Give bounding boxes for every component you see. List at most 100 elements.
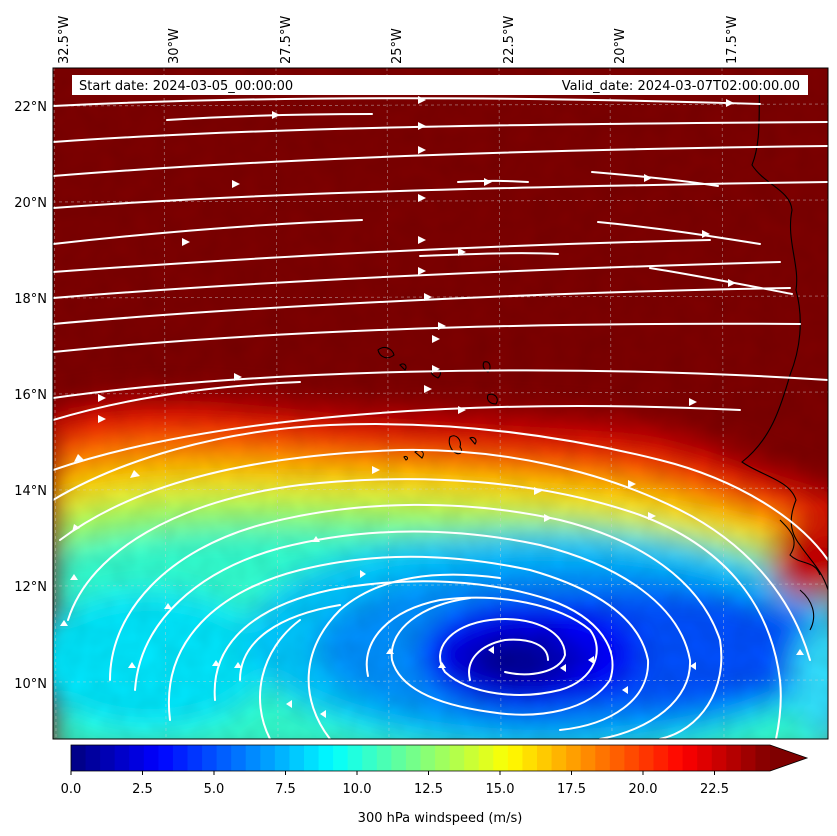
colorbar-tick-label: 2.5 [132, 782, 153, 797]
colorbar-tick-label: 17.5 [557, 782, 586, 797]
lat-label: 12°N [14, 580, 47, 595]
colorbar-tick-label: 15.0 [486, 782, 515, 797]
lat-label: 16°N [14, 388, 47, 403]
colorbar-cell [653, 745, 669, 771]
colorbar-cell [435, 745, 451, 771]
lat-label: 22°N [14, 100, 47, 115]
windspeed-field [53, 68, 828, 739]
colorbar-tick-label: 7.5 [275, 782, 296, 797]
map-panel: Start date: 2024-03-05_00:00:00 Valid_da… [14, 16, 829, 740]
colorbar-cell [522, 745, 538, 771]
lon-label: 20°W [613, 28, 628, 64]
streamline-arrows [60, 96, 804, 718]
colorbar-cell [507, 745, 524, 771]
colorbar-cell [85, 745, 101, 771]
colorbar-cell [202, 745, 218, 771]
colorbar-cell [391, 745, 407, 771]
colorbar-tick: 17.5 [557, 771, 586, 797]
colorbar-tick-label: 10.0 [343, 782, 372, 797]
colorbar-ticks: 0.0 2.5 5.0 7.5 10.0 12.5 15.0 17.5 20.0… [61, 771, 729, 797]
colorbar-cell [143, 745, 159, 771]
colorbar-cell [405, 745, 422, 771]
colorbar-cell [755, 745, 771, 771]
lat-label: 18°N [14, 292, 47, 307]
colorbar-cell [333, 745, 349, 771]
lon-label: 30°W [167, 28, 182, 64]
colorbar-outline [70, 744, 809, 772]
lon-label: 25°W [390, 28, 405, 64]
colorbar-tick: 22.5 [700, 771, 729, 797]
colorbar-cell [260, 745, 276, 771]
colorbar-cell [158, 745, 174, 771]
colorbar-cell [609, 745, 625, 771]
lat-label: 10°N [14, 677, 47, 692]
lat-label: 14°N [14, 484, 47, 499]
colorbar-cell [449, 745, 465, 771]
colorbar-cell [71, 745, 87, 771]
colorbar-cell [347, 745, 363, 771]
colorbar-cell [697, 745, 713, 771]
colorbar-cell [289, 745, 305, 771]
colorbar-cell [726, 745, 742, 771]
colorbar-tick: 0.0 [61, 771, 82, 797]
colorbar-cell [638, 745, 655, 771]
colorbar-cell [464, 745, 480, 771]
colorbar-tick-label: 5.0 [204, 782, 225, 797]
colorbar-cell [318, 745, 334, 771]
colorbar-cell [566, 745, 582, 771]
colorbar: 0.0 2.5 5.0 7.5 10.0 12.5 15.0 17.5 20.0… [61, 744, 809, 826]
streamlines [53, 97, 828, 739]
colorbar-cell [493, 745, 509, 771]
colorbar-cell [740, 745, 757, 771]
colorbar-tick-label: 0.0 [61, 782, 82, 797]
lon-label: 22.5°W [502, 16, 517, 64]
colorbar-cell [420, 745, 436, 771]
colorbar-cell [624, 745, 640, 771]
colorbar-cell [172, 745, 189, 771]
map-frame [52, 67, 829, 740]
colorbar-cell [129, 745, 145, 771]
colorbar-cell [551, 745, 567, 771]
colorbar-cell [595, 745, 611, 771]
colorbar-tick: 5.0 [204, 771, 225, 797]
start-date-label: Start date: 2024-03-05_00:00:00 [79, 79, 293, 94]
colorbar-cell [274, 745, 291, 771]
lon-label: 27.5°W [279, 16, 294, 64]
colorbar-cell [216, 745, 232, 771]
colorbar-tick: 12.5 [414, 771, 443, 797]
colorbar-tick-label: 22.5 [700, 782, 729, 797]
colorbar-cell [478, 745, 494, 771]
colorbar-cell [187, 745, 203, 771]
colorbar-cell [711, 745, 727, 771]
latitude-labels: 22°N 20°N 18°N 16°N 14°N 12°N 10°N [14, 100, 47, 692]
longitude-labels: 32.5°W 30°W 27.5°W 25°W 22.5°W 20°W 17.5… [57, 16, 740, 64]
colorbar-cell [100, 745, 116, 771]
colorbar-cells [71, 745, 807, 771]
colorbar-tick-label: 20.0 [629, 782, 658, 797]
colorbar-tick-label: 12.5 [414, 782, 443, 797]
colorbar-cell [245, 745, 261, 771]
lon-label: 32.5°W [57, 16, 72, 64]
colorbar-extend-arrow [770, 745, 807, 771]
colorbar-cell [362, 745, 378, 771]
colorbar-cell [682, 745, 698, 771]
colorbar-cell [376, 745, 392, 771]
valid-date-label: Valid_date: 2024-03-07T02:00:00.00 [562, 79, 800, 94]
colorbar-cell [537, 745, 553, 771]
colorbar-tick: 10.0 [343, 771, 372, 797]
colorbar-label: 300 hPa windspeed (m/s) [358, 811, 523, 826]
colorbar-cell [668, 745, 684, 771]
lat-label: 20°N [14, 196, 47, 211]
colorbar-tick: 2.5 [132, 771, 153, 797]
lon-label: 17.5°W [725, 16, 740, 64]
colorbar-cell [114, 745, 130, 771]
colorbar-cell [580, 745, 596, 771]
gridlines [53, 68, 828, 739]
date-header: Start date: 2024-03-05_00:00:00 Valid_da… [72, 75, 808, 95]
colorbar-tick: 15.0 [486, 771, 515, 797]
colorbar-cell [231, 745, 247, 771]
colorbar-cell [304, 745, 320, 771]
colorbar-tick: 20.0 [629, 771, 658, 797]
colorbar-tick: 7.5 [275, 771, 296, 797]
